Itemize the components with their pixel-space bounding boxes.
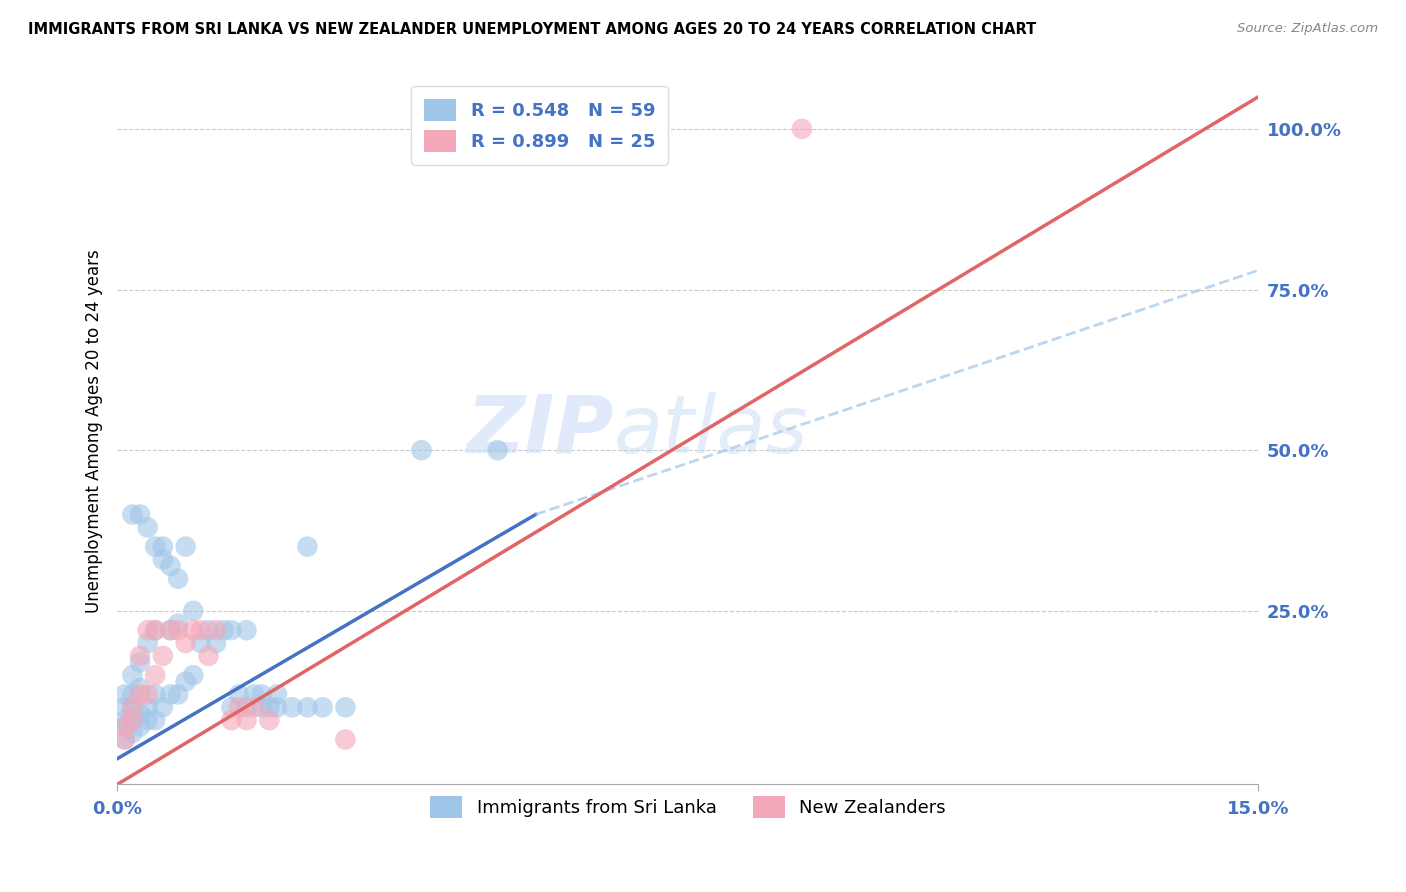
Point bbox=[281, 700, 304, 714]
Point bbox=[235, 713, 257, 727]
Point bbox=[143, 540, 166, 554]
Point bbox=[121, 713, 143, 727]
Text: atlas: atlas bbox=[613, 392, 808, 470]
Point bbox=[143, 688, 166, 702]
Point bbox=[159, 623, 181, 637]
Point bbox=[152, 552, 174, 566]
Point bbox=[167, 623, 190, 637]
Point bbox=[259, 700, 281, 714]
Text: Source: ZipAtlas.com: Source: ZipAtlas.com bbox=[1237, 22, 1378, 36]
Point bbox=[235, 700, 257, 714]
Point bbox=[136, 713, 159, 727]
Point bbox=[129, 656, 152, 670]
Point bbox=[228, 688, 250, 702]
Point bbox=[114, 720, 136, 734]
Point bbox=[129, 681, 152, 695]
Point bbox=[250, 688, 273, 702]
Point bbox=[790, 121, 813, 136]
Point bbox=[335, 700, 357, 714]
Point bbox=[143, 713, 166, 727]
Point bbox=[136, 636, 159, 650]
Point bbox=[197, 623, 219, 637]
Point bbox=[297, 540, 319, 554]
Point bbox=[181, 623, 204, 637]
Point bbox=[212, 623, 235, 637]
Point bbox=[243, 688, 266, 702]
Point bbox=[159, 558, 181, 573]
Y-axis label: Unemployment Among Ages 20 to 24 years: Unemployment Among Ages 20 to 24 years bbox=[86, 249, 103, 613]
Point bbox=[297, 700, 319, 714]
Point bbox=[152, 540, 174, 554]
Point bbox=[221, 623, 243, 637]
Point bbox=[159, 688, 181, 702]
Point bbox=[190, 636, 212, 650]
Point bbox=[121, 700, 143, 714]
Point bbox=[228, 700, 250, 714]
Point bbox=[121, 668, 143, 682]
Point bbox=[486, 443, 509, 458]
Point bbox=[114, 732, 136, 747]
Point bbox=[190, 623, 212, 637]
Point bbox=[197, 648, 219, 663]
Point bbox=[121, 508, 143, 522]
Point bbox=[167, 688, 190, 702]
Point bbox=[335, 732, 357, 747]
Point bbox=[114, 700, 136, 714]
Point bbox=[266, 700, 288, 714]
Point bbox=[266, 688, 288, 702]
Point bbox=[143, 623, 166, 637]
Point bbox=[205, 636, 228, 650]
Point bbox=[121, 726, 143, 740]
Point bbox=[129, 720, 152, 734]
Point bbox=[243, 700, 266, 714]
Point bbox=[205, 623, 228, 637]
Point bbox=[221, 700, 243, 714]
Point bbox=[121, 700, 143, 714]
Point bbox=[136, 688, 159, 702]
Point bbox=[114, 732, 136, 747]
Point bbox=[159, 623, 181, 637]
Point bbox=[121, 688, 143, 702]
Point bbox=[114, 713, 136, 727]
Point bbox=[235, 623, 257, 637]
Legend: Immigrants from Sri Lanka, New Zealanders: Immigrants from Sri Lanka, New Zealander… bbox=[422, 789, 953, 825]
Point bbox=[136, 520, 159, 534]
Point bbox=[174, 674, 197, 689]
Point bbox=[167, 572, 190, 586]
Point bbox=[121, 713, 143, 727]
Point bbox=[311, 700, 333, 714]
Point bbox=[136, 623, 159, 637]
Point bbox=[114, 720, 136, 734]
Point bbox=[259, 713, 281, 727]
Point bbox=[143, 623, 166, 637]
Point bbox=[174, 540, 197, 554]
Point bbox=[152, 700, 174, 714]
Point bbox=[167, 616, 190, 631]
Text: IMMIGRANTS FROM SRI LANKA VS NEW ZEALANDER UNEMPLOYMENT AMONG AGES 20 TO 24 YEAR: IMMIGRANTS FROM SRI LANKA VS NEW ZEALAND… bbox=[28, 22, 1036, 37]
Point bbox=[152, 648, 174, 663]
Point bbox=[114, 688, 136, 702]
Point bbox=[143, 668, 166, 682]
Point bbox=[411, 443, 433, 458]
Point bbox=[181, 604, 204, 618]
Point bbox=[136, 700, 159, 714]
Point bbox=[181, 668, 204, 682]
Point bbox=[129, 706, 152, 721]
Point bbox=[129, 648, 152, 663]
Point bbox=[129, 688, 152, 702]
Point bbox=[174, 636, 197, 650]
Point bbox=[221, 713, 243, 727]
Point bbox=[129, 508, 152, 522]
Text: ZIP: ZIP bbox=[467, 392, 613, 470]
Point bbox=[250, 700, 273, 714]
